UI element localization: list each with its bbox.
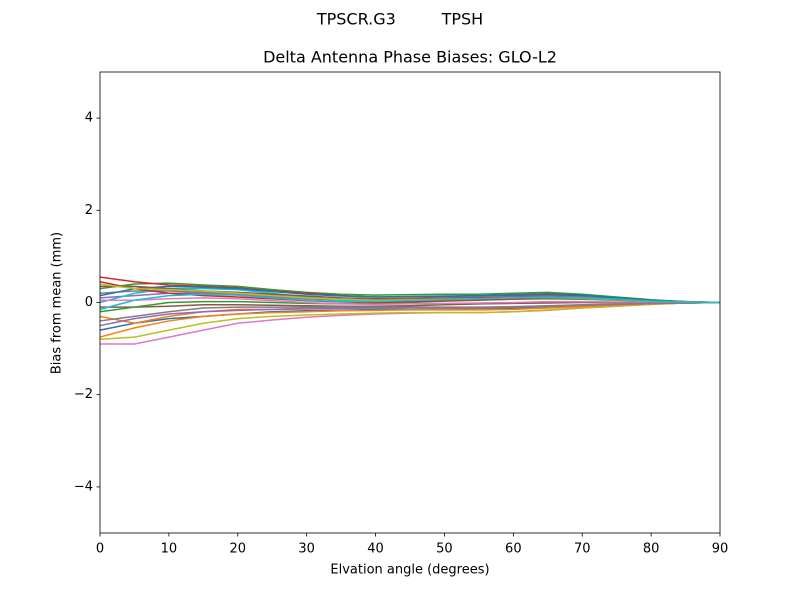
series-line xyxy=(100,297,720,306)
x-tick-label: 90 xyxy=(712,542,729,557)
x-tick-label: 80 xyxy=(643,542,660,557)
x-tick-label: 50 xyxy=(436,542,453,557)
x-tick-label: 60 xyxy=(505,542,522,557)
x-tick-label: 10 xyxy=(161,542,178,557)
series-line xyxy=(99,301,721,338)
suptitle: TPSCR.G3 TPSH xyxy=(316,10,483,29)
y-tick-label: −2 xyxy=(74,387,93,402)
series-line xyxy=(99,282,721,304)
x-tick-label: 40 xyxy=(367,542,384,557)
y-axis-label: Bias from mean (mm) xyxy=(50,232,65,374)
x-axis-label: Elvation angle (degrees) xyxy=(330,563,489,578)
series-line xyxy=(99,301,721,322)
y-tick-label: 2 xyxy=(85,203,93,218)
x-tick-label: 0 xyxy=(96,542,104,557)
series-line xyxy=(99,301,721,341)
y-tick-label: 4 xyxy=(85,111,93,126)
series-line xyxy=(99,293,721,311)
chart-title: Delta Antenna Phase Biases: GLO-L2 xyxy=(263,48,557,67)
x-tick-label: 70 xyxy=(574,542,591,557)
x-tick-label: 30 xyxy=(298,542,315,557)
series-line xyxy=(99,285,721,304)
y-tick-label: 0 xyxy=(85,295,93,310)
y-tick-label: −4 xyxy=(74,479,93,494)
x-tick-label: 20 xyxy=(230,542,247,557)
